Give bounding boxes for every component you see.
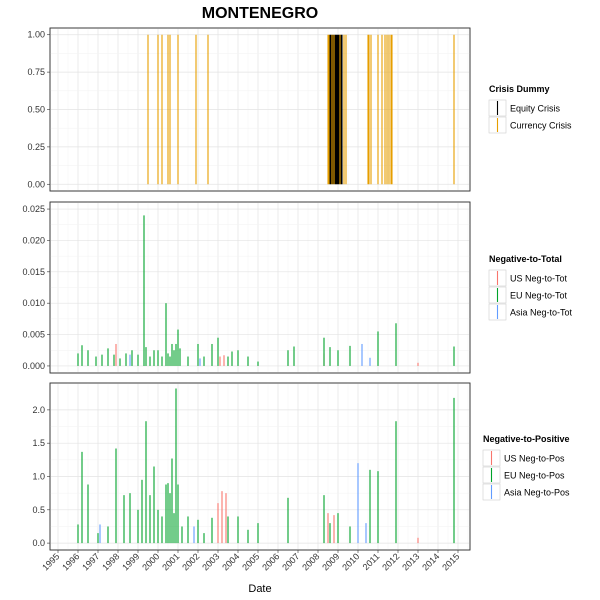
x-tick-label: 2002 (180, 551, 201, 572)
series-currency-crisis (147, 34, 455, 185)
legend-label: EU Neg-to-Tot (510, 291, 568, 301)
x-axis-label: Date (248, 583, 271, 595)
legend-label: Equity Crisis (510, 104, 561, 114)
panel-border (49, 201, 471, 374)
x-tick-label: 1997 (80, 551, 101, 572)
y-tick-label: 0.75 (27, 67, 45, 77)
panel-background (49, 382, 471, 551)
y-tick-label: 0.50 (27, 105, 45, 115)
y-tick-label: 0.010 (22, 298, 45, 308)
x-tick-label: 1996 (60, 551, 81, 572)
y-tick-label: 0.0 (32, 538, 45, 548)
panel-crisis: 1.00 0.75 0.50 0.25 0.00 (27, 27, 471, 192)
x-tick-label: 2000 (140, 551, 161, 572)
y-tick-label: 0.025 (22, 204, 45, 214)
x-tick-label: 2012 (380, 551, 401, 572)
panel-border (49, 27, 471, 192)
x-tick-label: 2013 (400, 551, 421, 572)
chart-title: MONTENEGRO (202, 5, 318, 22)
y-tick-label: 1.00 (27, 30, 45, 40)
legend-label: Asia Neg-to-Tot (510, 308, 573, 318)
x-tick-label: 2006 (260, 551, 281, 572)
series-eu-neg-to-tot (77, 215, 455, 366)
x-tick-label: 2001 (160, 551, 181, 572)
series-equity-crisis (329, 34, 343, 185)
legend-label: EU Neg-to-Pos (504, 471, 565, 481)
legend-title: Negative-to-Positive (483, 434, 570, 444)
y-tick-label: 0.000 (22, 361, 45, 371)
legend-crisis: Crisis Dummy Equity Crisis Currency Crisis (488, 84, 572, 134)
y-tick-label: 2.0 (32, 405, 45, 415)
x-tick-label: 2007 (280, 551, 301, 572)
x-tick-label: 2008 (300, 551, 321, 572)
x-tick-label: 2009 (320, 551, 341, 572)
y-tick-label: 0.25 (27, 142, 45, 152)
series-asia-neg-to-tot (129, 343, 371, 366)
legend-label: Currency Crisis (510, 121, 572, 131)
x-tick-label: 2003 (200, 551, 221, 572)
series-us-neg-to-pos (217, 491, 419, 544)
x-tick-label: 2015 (440, 551, 461, 572)
y-tick-label: 0.020 (22, 235, 45, 245)
panels: 1.00 0.75 0.50 0.25 0.00 0.025 0.020 0.015 0.010… (22, 27, 471, 551)
y-tick-label: 1.0 (32, 471, 45, 481)
y-tick-label: 0.5 (32, 505, 45, 515)
legend-neg_to_pos: Negative-to-Positive US Neg-to-Pos EU Neg-… (482, 434, 570, 501)
legend-label: Asia Neg-to-Pos (504, 488, 570, 498)
x-tick-label: 2004 (220, 551, 241, 572)
legends: Crisis Dummy Equity Crisis Currency Crisis… (482, 84, 573, 501)
series-asia-neg-to-pos (99, 463, 367, 544)
y-tick-label: 0.015 (22, 267, 45, 277)
legend-neg_to_total: Negative-to-Total US Neg-to-Tot EU Neg-to-… (488, 254, 573, 321)
x-tick-label: 2011 (361, 551, 382, 572)
panel-border (49, 382, 471, 551)
y-tick-label: 0.00 (27, 179, 45, 189)
y-tick-label: 0.005 (22, 330, 45, 340)
x-tick-label: 2005 (240, 551, 261, 572)
y-tick-label: 1.5 (32, 438, 45, 448)
x-tick-label: 1998 (100, 551, 121, 572)
x-tick-label: 2014 (420, 551, 441, 572)
x-tick-label: 2010 (340, 551, 361, 572)
legend-title: Crisis Dummy (489, 84, 550, 94)
panel-neg_to_total: 0.025 0.020 0.015 0.010 0.005 0.000 (22, 201, 471, 374)
legend-label: US Neg-to-Pos (504, 454, 565, 464)
panel-neg_to_pos: 2.0 1.5 1.0 0.5 0.0 (32, 382, 471, 551)
series-eu-neg-to-pos (77, 388, 455, 544)
x-tick-label: 1999 (120, 551, 141, 572)
x-axis: 1995199619971998199920002001200220032004… (40, 550, 461, 573)
legend-title: Negative-to-Total (489, 254, 562, 264)
x-tick-label: 1995 (40, 551, 61, 572)
legend-label: US Neg-to-Tot (510, 274, 568, 284)
